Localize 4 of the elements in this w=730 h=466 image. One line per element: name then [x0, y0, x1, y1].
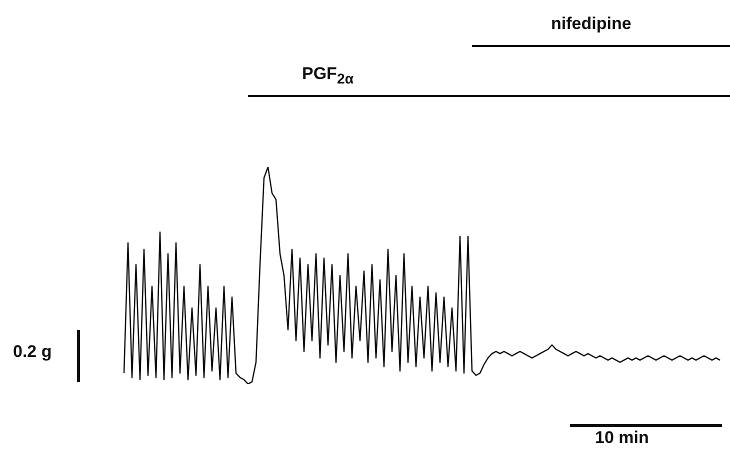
text: PGF$_{2α}$	[302, 64, 354, 88]
text: 0.2 g	[13, 342, 52, 362]
text: nifedipine	[551, 14, 632, 34]
text: 10 min	[595, 428, 649, 448]
